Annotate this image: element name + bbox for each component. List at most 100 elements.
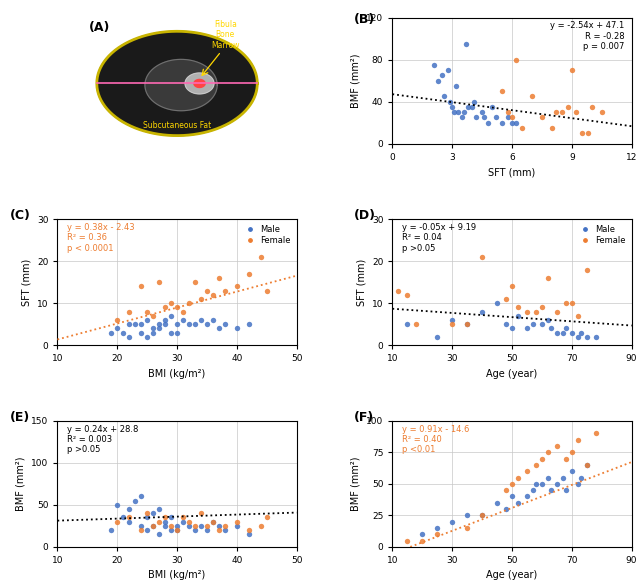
Point [561,324,571,333]
X-axis label: Age (year): Age (year) [486,570,538,580]
Point [429,60,440,69]
Point [219,286,230,295]
Point [190,525,200,534]
Point [208,315,218,325]
Point [190,521,200,530]
Point [202,521,212,530]
Point [154,517,164,526]
Point [124,513,134,522]
Point [214,273,224,283]
Point [106,328,116,338]
Point [513,498,523,507]
Point [118,328,128,338]
Point [124,517,134,526]
Point [443,65,453,75]
Point [208,290,218,299]
Point [447,315,457,325]
Point [202,525,212,534]
Point [501,295,511,304]
Point [402,319,412,329]
Point [570,108,581,117]
Point [501,319,511,329]
Legend: Male, Female: Male, Female [575,223,627,246]
Point [136,521,146,530]
Point [477,510,487,520]
X-axis label: BMI (kg/m²): BMI (kg/m²) [149,369,205,379]
Point [148,521,158,530]
Y-axis label: SFT (mm): SFT (mm) [356,259,366,306]
Point [411,319,421,329]
Point [106,525,116,534]
Point [573,311,583,320]
Point [196,315,206,325]
Point [501,505,511,514]
Point [214,521,224,530]
Polygon shape [145,59,217,111]
Point [154,505,164,514]
Point [124,307,134,316]
Point [582,128,593,138]
Point [196,295,206,304]
Point [451,81,461,91]
Point [166,513,176,522]
Point [543,473,553,482]
Point [130,496,140,505]
Point [166,521,176,530]
Point [184,521,194,530]
Text: y = 0.24x + 28.8
R² = 0.003
p >0.05: y = 0.24x + 28.8 R² = 0.003 p >0.05 [67,425,138,455]
Point [471,113,481,122]
Point [112,517,122,526]
Polygon shape [185,73,214,94]
Point [567,65,577,75]
Point [447,102,457,112]
Point [582,460,592,470]
Point [202,319,212,329]
Point [124,319,134,329]
Point [136,525,146,534]
Point [449,108,459,117]
Point [561,486,571,495]
Point [142,307,152,316]
Point [517,123,527,133]
Point [118,513,128,522]
Point [160,517,170,526]
Y-axis label: BMF (mm²): BMF (mm²) [15,457,26,511]
Point [232,282,242,291]
Point [166,311,176,320]
Point [552,328,562,338]
Point [531,307,541,316]
Point [511,118,521,128]
Point [537,303,547,312]
Point [483,118,493,128]
Point [545,486,556,495]
Point [432,530,442,539]
Point [507,492,517,501]
Point [148,328,158,338]
Text: (A): (A) [89,21,110,34]
Point [136,319,146,329]
Point [124,505,134,514]
Point [172,525,182,534]
Point [497,118,507,128]
Point [552,442,562,451]
Point [575,328,586,338]
Point [256,521,266,530]
Point [166,299,176,308]
Text: y = 0.38x - 2.43
R² = 0.36
p < 0.0001: y = 0.38x - 2.43 R² = 0.36 p < 0.0001 [67,223,135,253]
Point [184,517,194,526]
Text: y = -2.54x + 47.1
R = -0.28
p = 0.007: y = -2.54x + 47.1 R = -0.28 p = 0.007 [550,21,625,51]
Point [587,102,597,112]
Point [582,460,592,470]
Point [463,102,473,112]
Point [154,530,164,539]
Point [537,454,547,463]
Point [563,102,573,112]
Point [262,513,272,522]
Point [219,525,230,534]
Point [219,521,230,530]
Point [551,108,561,117]
Point [172,328,182,338]
Point [507,282,517,291]
Point [507,479,517,489]
Point [190,278,200,287]
